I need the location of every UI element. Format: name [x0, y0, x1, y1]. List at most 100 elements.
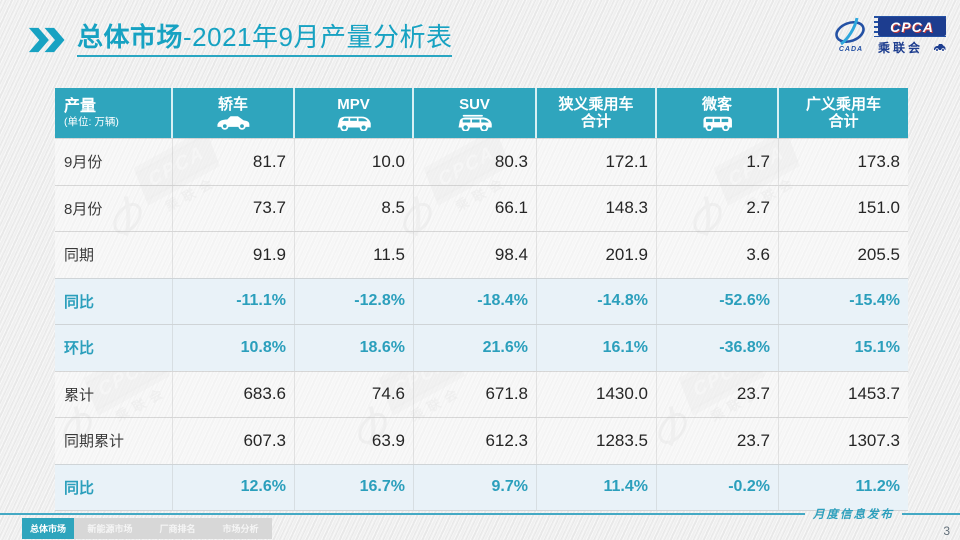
- cell-value: 81.7: [173, 139, 295, 185]
- table-row-yoy: 同比 -11.1% -12.8% -18.4% -14.8% -52.6% -1…: [55, 277, 908, 324]
- row-label: 同期累计: [55, 418, 173, 464]
- cell-value: -15.4%: [849, 292, 900, 310]
- tab-market-analysis[interactable]: 市场分析: [222, 524, 259, 534]
- cell-value: 8.5: [295, 185, 414, 231]
- mini-car-icon: [934, 44, 946, 52]
- page-number: 3: [943, 524, 950, 538]
- cell-value: 9.7%: [414, 464, 537, 510]
- cell-value: 18.6%: [295, 325, 414, 371]
- mpv-icon: [337, 116, 371, 131]
- footer-rule: 月度信息发布: [0, 508, 960, 521]
- footer-tab-bar: 总体市场 新能源市场 厂商排名 市场分析: [22, 518, 273, 539]
- cada-mark: CADA: [832, 16, 870, 53]
- cell-value: 1.7: [657, 139, 779, 185]
- inactive-tab-bar: 新能源市场 厂商排名 市场分析: [74, 518, 273, 539]
- tab-nev-market[interactable]: 新能源市场: [87, 524, 133, 534]
- header-product-title: 产量: [64, 97, 97, 115]
- cell-value: -0.2%: [657, 464, 779, 510]
- cell-value: 1430.0: [537, 371, 657, 417]
- header-sedan-label: 轿车: [217, 96, 248, 113]
- row-label: 环比: [55, 325, 173, 371]
- cell-value: 80.3: [414, 139, 537, 185]
- cell-value: 66.1: [414, 185, 537, 231]
- row-label: 累计: [55, 371, 173, 417]
- cell-value: -14.8%: [537, 278, 657, 324]
- cell-value: 3.6: [657, 232, 779, 278]
- footer-rule-left: [0, 513, 805, 515]
- association-label: 乘联会: [874, 39, 946, 56]
- header-npv-total-label2: 合计: [580, 113, 611, 130]
- cell-value: 21.6%: [414, 325, 537, 371]
- header-bpv-total: 广义乘用车 合计: [779, 88, 908, 138]
- cell-value: -52.6%: [657, 278, 779, 324]
- cell-value: 612.3: [414, 418, 537, 464]
- table-row-same-period: 同期 91.9 11.5 98.4 201.9 3.6 205.5: [55, 231, 908, 278]
- cell-value: 23.7: [657, 418, 779, 464]
- cell-value: 1453.7: [848, 384, 900, 404]
- table-row-cumulative-yoy: 同比 12.6% 16.7% 9.7% 11.4% -0.2% 11.2%: [55, 463, 908, 511]
- footer-rule-right: [902, 513, 960, 515]
- cell-value: 671.8: [414, 371, 537, 417]
- page-title: 总体市场-2021年9月产量分析表: [77, 22, 453, 57]
- cell-value: 10.8%: [173, 325, 295, 371]
- header-npv-total-label: 狭义乘用车: [558, 96, 634, 113]
- table-header-row: 产量 (单位: 万辆) 轿车 MPV SUV 狭义乘用车 合计 微客 广义乘用车…: [55, 88, 908, 138]
- cpca-stripes: CPCA: [874, 16, 946, 37]
- table-row-cumulative-same-period: 同期累计 607.3 63.9 612.3 1283.5 23.7 1307.3: [55, 417, 908, 464]
- table-row-august: 8月份 73.7 8.5 66.1 148.3 2.7 151.0: [55, 184, 908, 231]
- association-name: 乘联会: [878, 41, 924, 55]
- table-row-september: 9月份 81.7 10.0 80.3 172.1 1.7 173.8: [55, 138, 908, 185]
- cada-swoosh-icon: [835, 17, 865, 46]
- cell-value: -11.1%: [173, 278, 295, 324]
- cell-value: 151.0: [857, 198, 900, 218]
- header-mpv: MPV: [295, 88, 414, 138]
- cada-label: CADA: [838, 46, 864, 53]
- cell-value: 205.5: [857, 244, 900, 264]
- production-table: 产量 (单位: 万辆) 轿车 MPV SUV 狭义乘用车 合计 微客 广义乘用车…: [55, 88, 908, 511]
- header-product: 产量 (单位: 万辆): [55, 88, 173, 138]
- cell-value: 16.7%: [295, 464, 414, 510]
- row-label: 同比: [55, 464, 173, 510]
- cell-value: 12.6%: [173, 464, 295, 510]
- cell-value: 91.9: [173, 232, 295, 278]
- cell-value: 98.4: [414, 232, 537, 278]
- sedan-icon: [217, 116, 250, 130]
- cell-value: 74.6: [295, 371, 414, 417]
- header-npv-total: 狭义乘用车 合计: [537, 88, 657, 138]
- cell-value: 16.1%: [537, 325, 657, 371]
- publication-label: 月度信息发布: [813, 509, 894, 521]
- header-microvan-label: 微客: [701, 95, 732, 113]
- header-mpv-label: MPV: [337, 95, 370, 113]
- header-suv: SUV: [414, 88, 537, 138]
- suv-icon: [458, 114, 492, 131]
- header-bpv-total-label: 广义乘用车: [805, 96, 881, 113]
- table-row-mom: 环比 10.8% 18.6% 21.6% 16.1% -36.8% 15.1%: [55, 324, 908, 371]
- cpca-label: CPCA: [878, 17, 946, 36]
- page-title-highlight: 总体市场: [77, 22, 184, 52]
- cell-value: 1283.5: [537, 418, 657, 464]
- cell-value: -12.8%: [295, 278, 414, 324]
- cell-value: 172.1: [537, 139, 657, 185]
- cell-value: 11.4%: [537, 464, 657, 510]
- table-row-cumulative: 累计 683.6 74.6 671.8 1430.0 23.7 1453.7: [55, 370, 908, 417]
- cell-value: 73.7: [173, 185, 295, 231]
- header-product-unit: (单位: 万辆): [64, 115, 119, 128]
- cell-value: 607.3: [173, 418, 295, 464]
- double-chevron-icon: [28, 27, 65, 52]
- tab-overall-market[interactable]: 总体市场: [22, 518, 75, 539]
- cell-value: -18.4%: [414, 278, 537, 324]
- header-bpv-total-label2: 合计: [828, 113, 859, 130]
- page-title-rest: -2021年9月产量分析表: [183, 22, 453, 52]
- microvan-icon: [702, 116, 732, 131]
- title-block: 总体市场-2021年9月产量分析表: [28, 22, 453, 57]
- cell-value: 11.5: [295, 232, 414, 278]
- cell-value: -36.8%: [657, 325, 779, 371]
- tab-oem-ranking[interactable]: 厂商排名: [159, 524, 196, 534]
- row-label: 同期: [55, 232, 173, 278]
- cell-value: 15.1%: [854, 338, 900, 356]
- cell-value: 10.0: [295, 139, 414, 185]
- header-microvan: 微客: [657, 88, 779, 138]
- cpca-mark: CPCA 乘联会: [874, 16, 946, 56]
- cell-value: 11.2%: [855, 478, 900, 496]
